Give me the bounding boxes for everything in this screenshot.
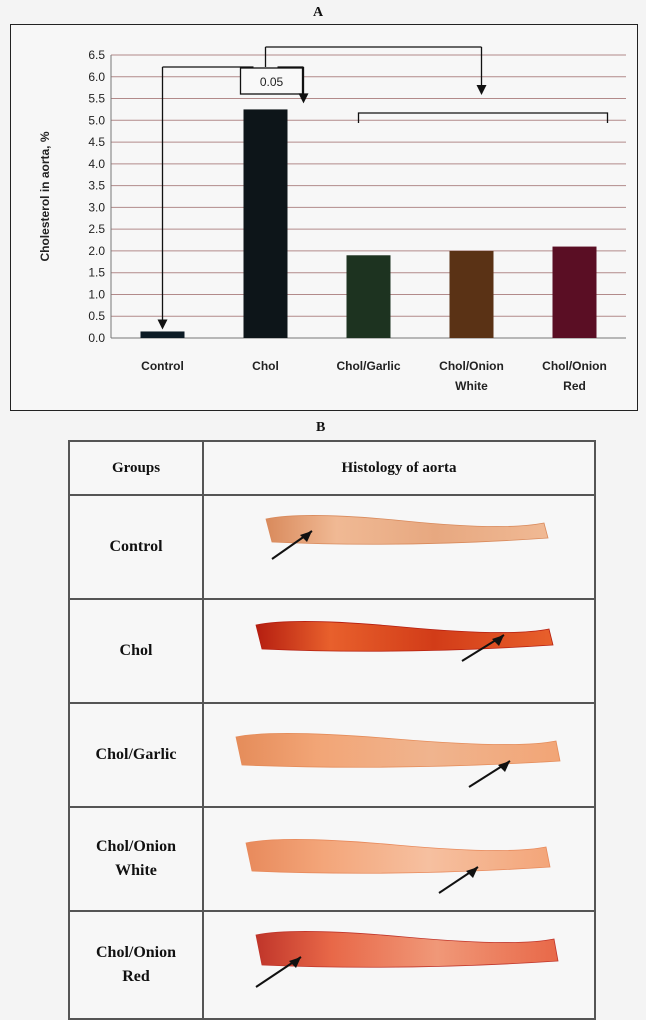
aorta-specimen-image [255, 621, 554, 662]
y-tick-label: 3.5 [88, 179, 105, 193]
bar-chol [243, 109, 288, 338]
aorta-image-cell [202, 494, 596, 600]
panel-a-label: A [313, 5, 324, 20]
arrow-to-control-head [157, 319, 168, 330]
aorta-specimen-image [265, 515, 549, 560]
aorta-image-cell [202, 702, 596, 808]
aorta-specimen-image [245, 839, 551, 894]
y-tick-label: 2.5 [88, 222, 105, 236]
y-tick-label: 1.5 [88, 266, 105, 280]
x-category-label: Chol/Onion [439, 359, 504, 373]
table-row: Chol [68, 598, 596, 704]
group-name: Chol/Garlic [95, 746, 177, 763]
y-tick-label: 0.5 [88, 309, 105, 323]
annotation-box [239, 67, 304, 95]
y-tick-label: 0.0 [88, 331, 105, 345]
y-tick-label: 5.0 [88, 113, 105, 127]
y-tick-label: 6.5 [88, 48, 105, 62]
bar-chol-garlic [346, 255, 391, 338]
aorta-specimen-image [235, 733, 561, 788]
aorta-tissue [255, 931, 559, 968]
group-cell: Chol/Garlic [68, 702, 204, 808]
x-category-label: Chol [252, 359, 279, 373]
group-cell: Chol [68, 598, 204, 704]
header-histology: Histology of aorta [202, 440, 596, 496]
x-category-label: Chol/Garlic [336, 359, 400, 373]
x-category-label: White [455, 379, 488, 393]
aorta-image-cell [202, 910, 596, 1020]
bar-chol-onion-white [449, 250, 494, 338]
pointer-arrow-head [300, 531, 312, 542]
y-tick-label: 4.5 [88, 135, 105, 149]
group-cell: Chol/Onion White [68, 806, 204, 912]
p-value-label: 0.05 [260, 75, 284, 89]
y-tick-label: 4.0 [88, 157, 105, 171]
bracket-treatments [357, 112, 609, 123]
aorta-specimen-image [255, 931, 559, 988]
group-name: Control [109, 538, 163, 555]
table-row: Chol/Onion White [68, 806, 596, 912]
group-cell: Control [68, 494, 204, 600]
aorta-tissue [245, 839, 551, 874]
y-tick-label: 6.0 [88, 70, 105, 84]
pointer-arrow-head [466, 867, 478, 878]
x-category-label: Control [141, 359, 184, 373]
group-name: Red [122, 968, 150, 985]
group-name: Chol/Onion [95, 838, 177, 855]
x-category-label: Chol/Onion [542, 359, 607, 373]
x-category-label: Red [563, 379, 586, 393]
arrow-to-treatments-head [476, 85, 487, 95]
pointer-arrow-head [498, 761, 510, 772]
arrow-to-chol-head [298, 93, 309, 104]
bar-chol-onion-red [552, 246, 597, 338]
aorta-image-cell [202, 806, 596, 912]
y-tick-label: 2.0 [88, 244, 105, 258]
pointer-arrow-head [289, 957, 301, 968]
group-name: Chol/Onion [95, 944, 177, 961]
table-row: Chol/Garlic [68, 702, 596, 808]
group-name: White [115, 862, 157, 879]
group-name: Chol [119, 642, 153, 659]
aorta-tissue [235, 733, 561, 768]
table-row: Chol/Onion Red [68, 910, 596, 1020]
bar-chart: 0.0 0.5 1.0 1.5 2.0 2.5 3.0 3.5 4.0 4.5 5.0 5.5 6.0 6… [10, 24, 638, 411]
histology-table: Groups Histology of aorta Control Chol Cho… [68, 440, 596, 1020]
y-axis-label: Cholesterol in aorta, % [38, 131, 52, 261]
bar-control [140, 331, 185, 338]
panel-b-label: B [316, 420, 326, 435]
header-groups: Groups [68, 440, 204, 496]
aorta-tissue [265, 515, 549, 545]
aorta-tissue [255, 621, 554, 652]
table-row: Control [68, 494, 596, 600]
pointer-arrow-head [492, 635, 504, 646]
aorta-image-cell [202, 598, 596, 704]
y-tick-label: 5.5 [88, 92, 105, 106]
group-cell: Chol/Onion Red [68, 910, 204, 1020]
y-tick-label: 3.0 [88, 200, 105, 214]
y-tick-label: 1.0 [88, 287, 105, 301]
chart-svg: 0.0 0.5 1.0 1.5 2.0 2.5 3.0 3.5 4.0 4.5 5.0 5.5 6.0 6… [38, 46, 626, 393]
